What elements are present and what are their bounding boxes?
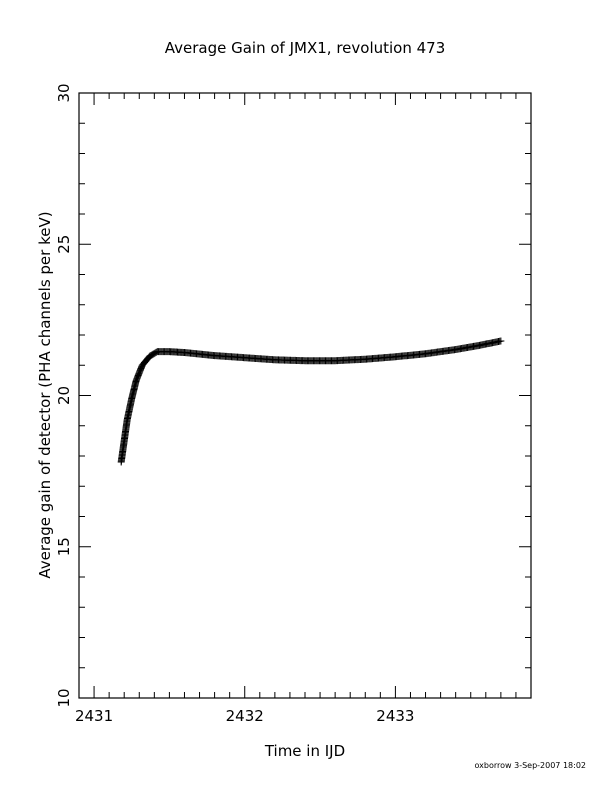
y-tick-label: 25 xyxy=(55,235,73,254)
y-tick-label: 30 xyxy=(55,83,73,102)
data-point xyxy=(497,337,505,345)
footer-credit: oxborrow 3-Sep-2007 18:02 xyxy=(475,761,587,770)
y-axis: 10 15 20 25 30 xyxy=(55,83,531,708)
y-tick-label: 20 xyxy=(55,386,73,405)
y-axis-label: Average gain of detector (PHA channels p… xyxy=(36,211,54,578)
data-series xyxy=(117,337,505,466)
y-tick-label: 15 xyxy=(55,537,73,556)
plot-frame xyxy=(78,92,532,699)
chart-title: Average Gain of JMX1, revolution 473 xyxy=(165,39,446,57)
x-tick-label: 2432 xyxy=(226,707,264,725)
y-tick-label: 10 xyxy=(55,688,73,707)
x-tick-label: 2433 xyxy=(376,707,414,725)
x-axis: 2431 2432 2433 xyxy=(75,93,532,725)
x-axis-label: Time in IJD xyxy=(264,742,345,760)
x-tick-label: 2431 xyxy=(75,707,113,725)
